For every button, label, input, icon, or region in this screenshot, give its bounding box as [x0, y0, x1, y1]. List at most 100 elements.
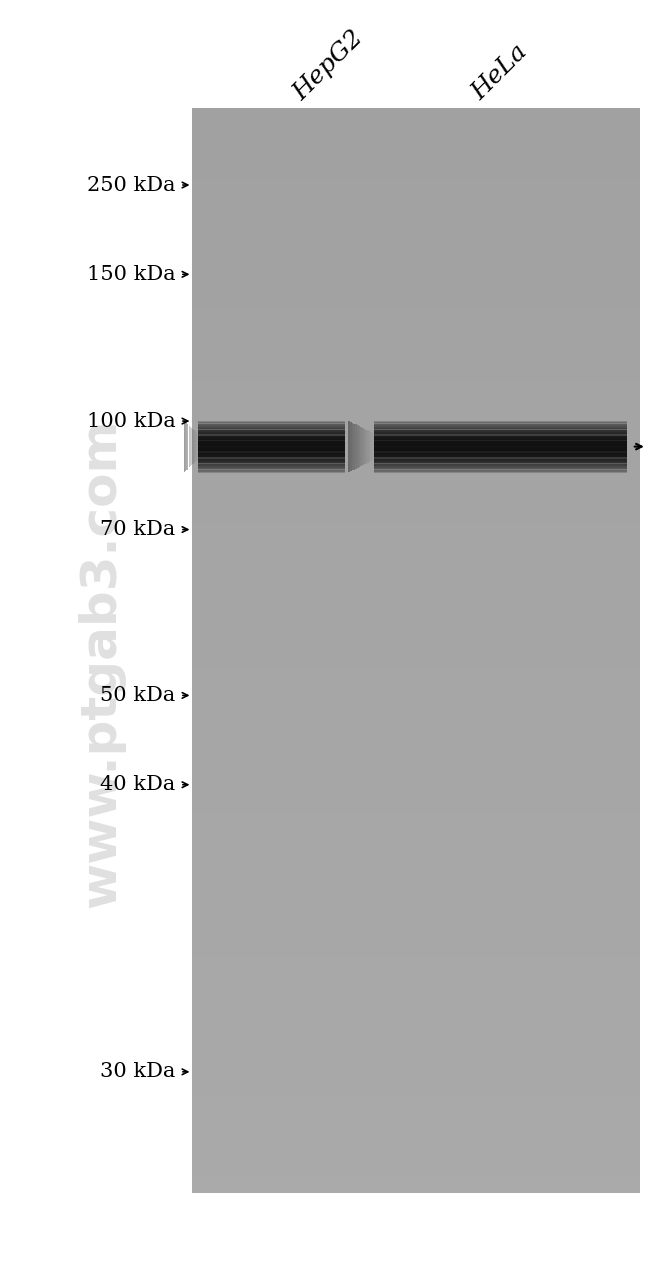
Text: HepG2: HepG2: [289, 26, 368, 105]
Bar: [186, 422, 187, 471]
Bar: [198, 422, 344, 424]
Text: www.ptgab3.com: www.ptgab3.com: [77, 419, 125, 909]
Bar: [192, 507, 640, 524]
Bar: [374, 422, 627, 424]
Bar: [374, 427, 627, 429]
Text: 150 kDa: 150 kDa: [87, 265, 176, 283]
Bar: [198, 456, 344, 457]
Bar: [198, 461, 344, 462]
Bar: [192, 1049, 640, 1067]
Bar: [185, 422, 186, 471]
Bar: [198, 452, 344, 453]
Bar: [198, 453, 344, 454]
Bar: [374, 433, 627, 434]
Bar: [374, 462, 627, 463]
Bar: [198, 445, 344, 447]
Bar: [192, 578, 640, 597]
Bar: [198, 424, 344, 425]
Bar: [350, 422, 352, 471]
Bar: [192, 1157, 640, 1175]
Bar: [190, 427, 191, 466]
Bar: [198, 468, 344, 470]
Bar: [198, 466, 344, 467]
Bar: [198, 443, 344, 444]
Bar: [192, 290, 640, 308]
Bar: [370, 433, 372, 461]
Text: 50 kDa: 50 kDa: [100, 686, 176, 704]
Bar: [198, 450, 344, 452]
Bar: [192, 958, 640, 976]
Bar: [198, 456, 344, 457]
Bar: [198, 457, 344, 458]
Bar: [192, 1067, 640, 1085]
Bar: [198, 439, 344, 440]
Bar: [192, 560, 640, 578]
Bar: [192, 1085, 640, 1102]
Bar: [198, 464, 344, 466]
Bar: [198, 458, 344, 459]
Bar: [374, 471, 627, 472]
Bar: [198, 466, 344, 467]
Bar: [195, 431, 196, 462]
Bar: [198, 435, 344, 436]
Bar: [374, 427, 627, 429]
Bar: [355, 425, 357, 468]
Bar: [192, 795, 640, 814]
Bar: [374, 425, 627, 426]
Bar: [192, 416, 640, 434]
Bar: [192, 850, 640, 868]
Text: 250 kDa: 250 kDa: [87, 176, 176, 194]
Bar: [362, 427, 363, 466]
Bar: [198, 461, 344, 463]
Bar: [188, 425, 190, 468]
Bar: [359, 426, 360, 467]
Bar: [198, 462, 344, 463]
Bar: [374, 430, 627, 431]
Bar: [192, 741, 640, 759]
Bar: [374, 439, 627, 440]
Bar: [374, 425, 627, 426]
Bar: [198, 467, 344, 468]
Bar: [374, 430, 627, 431]
Bar: [196, 433, 198, 461]
Bar: [192, 723, 640, 741]
Bar: [374, 468, 627, 470]
Bar: [198, 448, 344, 450]
Bar: [192, 1030, 640, 1049]
Bar: [192, 199, 640, 217]
Bar: [198, 471, 344, 472]
Bar: [192, 181, 640, 199]
Bar: [192, 380, 640, 398]
Bar: [192, 633, 640, 651]
Bar: [374, 435, 627, 436]
Bar: [374, 470, 627, 471]
Bar: [198, 429, 344, 430]
Bar: [192, 832, 640, 850]
Bar: [192, 487, 640, 507]
Bar: [198, 427, 344, 429]
Bar: [372, 433, 374, 461]
Bar: [374, 447, 627, 448]
Bar: [198, 468, 344, 470]
Bar: [198, 425, 344, 426]
Bar: [198, 440, 344, 441]
Bar: [192, 524, 640, 542]
Bar: [198, 450, 344, 452]
Bar: [192, 434, 640, 452]
Bar: [363, 429, 365, 464]
Bar: [374, 456, 627, 457]
Bar: [374, 471, 627, 472]
Bar: [192, 325, 640, 343]
Bar: [192, 597, 640, 615]
Bar: [374, 453, 627, 454]
Bar: [192, 886, 640, 903]
Bar: [198, 436, 344, 438]
Bar: [192, 235, 640, 253]
Bar: [374, 443, 627, 444]
Bar: [374, 441, 627, 443]
Bar: [374, 448, 627, 449]
Bar: [357, 425, 359, 468]
Text: 100 kDa: 100 kDa: [86, 412, 176, 430]
Bar: [192, 1012, 640, 1031]
Bar: [192, 343, 640, 361]
